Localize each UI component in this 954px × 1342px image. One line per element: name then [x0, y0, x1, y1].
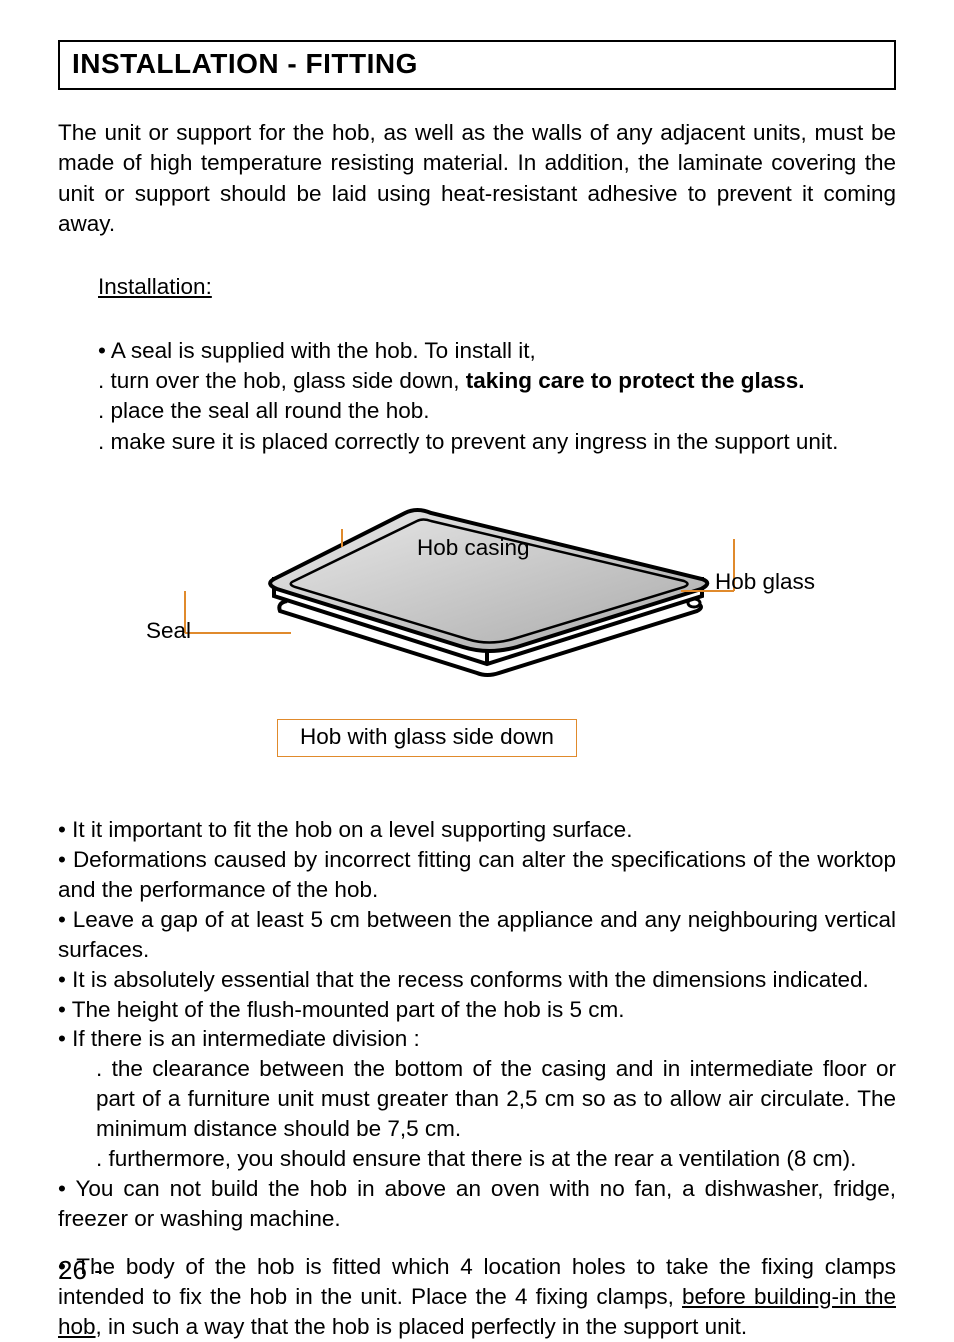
note-deformations: • Deformations caused by incorrect fitti… [58, 845, 896, 905]
step-turn-over: . turn over the hob, glass side down, ta… [98, 366, 896, 396]
fitting-notes: • It it important to fit the hob on a le… [58, 815, 896, 1342]
label-hob-casing: Hob casing [417, 535, 530, 561]
step-placed-correctly: . make sure it is placed correctly to pr… [98, 427, 896, 457]
note-ventilation: . furthermore, you should ensure that th… [58, 1144, 896, 1174]
note-recess: • It is absolutely essential that the re… [58, 965, 896, 995]
step-turn-over-b: taking care to protect the glass. [466, 368, 805, 393]
label-hob-glass: Hob glass [715, 569, 815, 595]
note-gap-5cm: • Leave a gap of at least 5 cm between t… [58, 905, 896, 965]
spacer [58, 1234, 896, 1252]
note-fixing-c: , in such a way that the hob is placed p… [96, 1314, 748, 1339]
installation-subhead: Installation: [98, 274, 896, 300]
label-seal: Seal [146, 618, 191, 644]
note-no-build-above: • You can not build the hob in above an … [58, 1174, 896, 1234]
step-place-seal: . place the seal all round the hob. [98, 396, 896, 426]
note-flush-height: • The height of the flush-mounted part o… [58, 995, 896, 1025]
page-title: INSTALLATION - FITTING [72, 48, 882, 80]
page: INSTALLATION - FITTING The unit or suppo… [0, 0, 954, 1336]
intro-paragraph: The unit or support for the hob, as well… [58, 118, 896, 240]
step-seal-supplied: • A seal is supplied with the hob. To in… [98, 336, 896, 366]
note-fixing-clamps: • The body of the hob is fitted which 4 … [58, 1252, 896, 1342]
note-intermediate: • If there is an intermediate division : [58, 1024, 896, 1054]
step-turn-over-a: . turn over the hob, glass side down, [98, 368, 466, 393]
page-number: 26 - [58, 1255, 103, 1286]
installation-steps: • A seal is supplied with the hob. To in… [98, 336, 896, 458]
note-level-surface: • It it important to fit the hob on a le… [58, 815, 896, 845]
title-box: INSTALLATION - FITTING [58, 40, 896, 90]
hob-diagram: Hob casing Hob glass Seal Hob with glass… [117, 491, 837, 757]
diagram-caption: Hob with glass side down [277, 719, 577, 757]
note-clearance: . the clearance between the bottom of th… [58, 1054, 896, 1144]
